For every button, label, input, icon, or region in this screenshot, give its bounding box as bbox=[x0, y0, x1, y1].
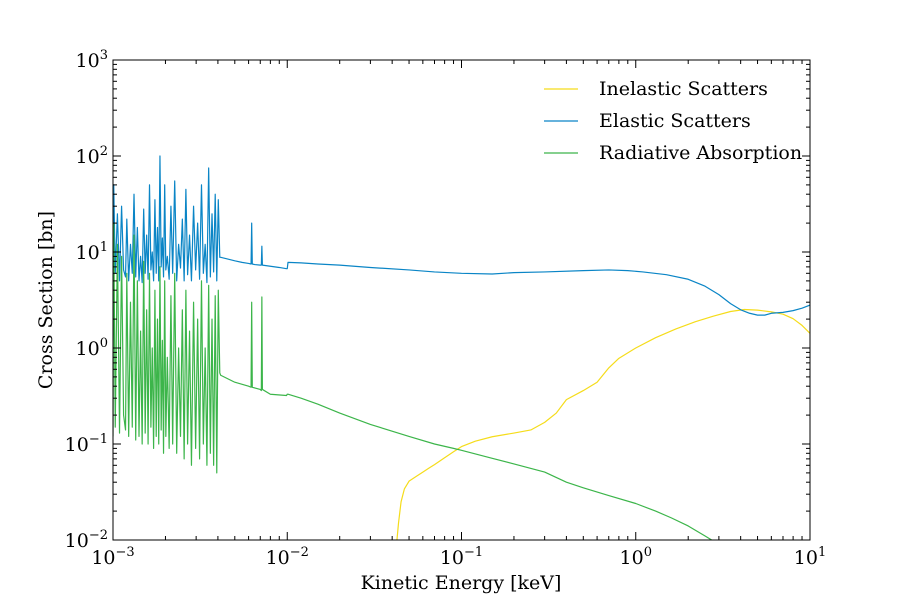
y-axis-label: Cross Section [bn] bbox=[35, 211, 57, 389]
y-tick-label: 103 bbox=[76, 48, 108, 72]
x-tick-label: 10−2 bbox=[266, 545, 309, 569]
y-tick-label: 102 bbox=[76, 144, 108, 168]
legend-label-1: Inelastic Scatters bbox=[599, 78, 768, 100]
ticks bbox=[112, 59, 811, 541]
y-tick-label: 10−2 bbox=[65, 528, 108, 552]
legend-label-2: Elastic Scatters bbox=[599, 110, 751, 132]
legend-label-3: Radiative Absorption bbox=[599, 142, 802, 164]
series-line-2 bbox=[113, 155, 810, 316]
x-tick-label: 101 bbox=[794, 545, 826, 569]
plot-frame bbox=[112, 59, 811, 541]
series-line-3 bbox=[113, 222, 713, 540]
x-tick-label: 10−3 bbox=[91, 545, 134, 569]
y-tick-label: 101 bbox=[76, 240, 108, 264]
plot-lines bbox=[113, 155, 810, 540]
legend: Inelastic Scatters Elastic Scatters Radiat… bbox=[544, 78, 802, 164]
x-tick-label: 10−1 bbox=[440, 545, 483, 569]
y-tick-label: 10−1 bbox=[65, 432, 108, 456]
x-axis-label: Kinetic Energy [keV] bbox=[361, 572, 562, 594]
series-line-1 bbox=[396, 308, 810, 540]
x-tick-label: 100 bbox=[620, 545, 652, 569]
y-tick-label: 100 bbox=[76, 336, 108, 360]
